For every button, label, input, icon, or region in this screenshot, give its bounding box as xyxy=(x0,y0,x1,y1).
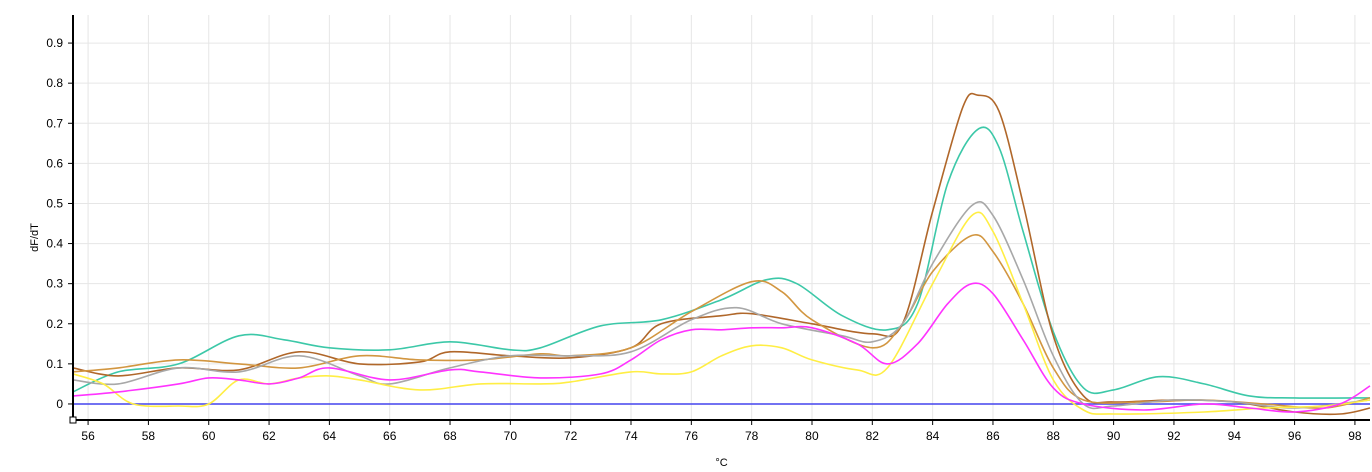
x-tick-label: 64 xyxy=(323,429,337,443)
x-tick-label: 58 xyxy=(142,429,156,443)
x-tick-label: 86 xyxy=(986,429,1000,443)
origin-marker xyxy=(69,416,77,424)
y-tick-label: 0.4 xyxy=(46,237,63,251)
series-curve-6 xyxy=(72,282,1371,413)
x-axis-label: °C xyxy=(715,457,727,469)
y-tick-label: 0.2 xyxy=(46,317,63,331)
y-tick-label: 0.6 xyxy=(46,156,63,170)
y-tick-label: 0.9 xyxy=(46,36,63,50)
x-tick-label: 74 xyxy=(624,429,638,443)
grid-lines xyxy=(73,15,1370,420)
y-tick-label: 0.5 xyxy=(46,196,63,210)
y-tick-label: 0.1 xyxy=(46,357,63,371)
x-tick-label: 88 xyxy=(1047,429,1061,443)
series-curve-3 xyxy=(72,233,1371,409)
series-curve-1 xyxy=(72,126,1371,399)
x-tick-label: 60 xyxy=(202,429,216,443)
series-curve-5 xyxy=(72,211,1371,415)
x-tick-label: 68 xyxy=(443,429,457,443)
x-tick-label: 62 xyxy=(262,429,276,443)
x-tick-label: 80 xyxy=(805,429,819,443)
x-tick-label: 56 xyxy=(81,429,95,443)
y-tick-labels: 0 0.1 0.2 0.3 0.4 0.5 0.6 0.7 0.8 0.9 xyxy=(46,36,73,411)
x-tick-labels: 56 58 60 62 64 66 68 70 72 74 76 78 80 82 84 86 88 90 92 94… xyxy=(81,420,1362,443)
x-tick-label: 90 xyxy=(1107,429,1121,443)
y-axis-label: dF/dT xyxy=(29,223,41,252)
series-curves xyxy=(72,92,1371,416)
x-tick-label: 72 xyxy=(564,429,578,443)
y-tick-label: 0.3 xyxy=(46,277,63,291)
series-curve-2 xyxy=(72,92,1371,416)
x-tick-label: 82 xyxy=(866,429,880,443)
x-tick-label: 70 xyxy=(504,429,518,443)
x-tick-label: 84 xyxy=(926,429,940,443)
x-tick-label: 78 xyxy=(745,429,759,443)
x-tick-label: 66 xyxy=(383,429,397,443)
y-tick-label: 0.8 xyxy=(46,76,63,90)
x-tick-label: 96 xyxy=(1288,429,1302,443)
y-tick-label: 0 xyxy=(56,397,63,411)
x-tick-label: 76 xyxy=(685,429,699,443)
x-tick-label: 98 xyxy=(1348,429,1362,443)
x-tick-label: 94 xyxy=(1228,429,1242,443)
x-tick-label: 92 xyxy=(1167,429,1181,443)
series-curve-4 xyxy=(72,201,1371,410)
y-tick-label: 0.7 xyxy=(46,116,63,130)
